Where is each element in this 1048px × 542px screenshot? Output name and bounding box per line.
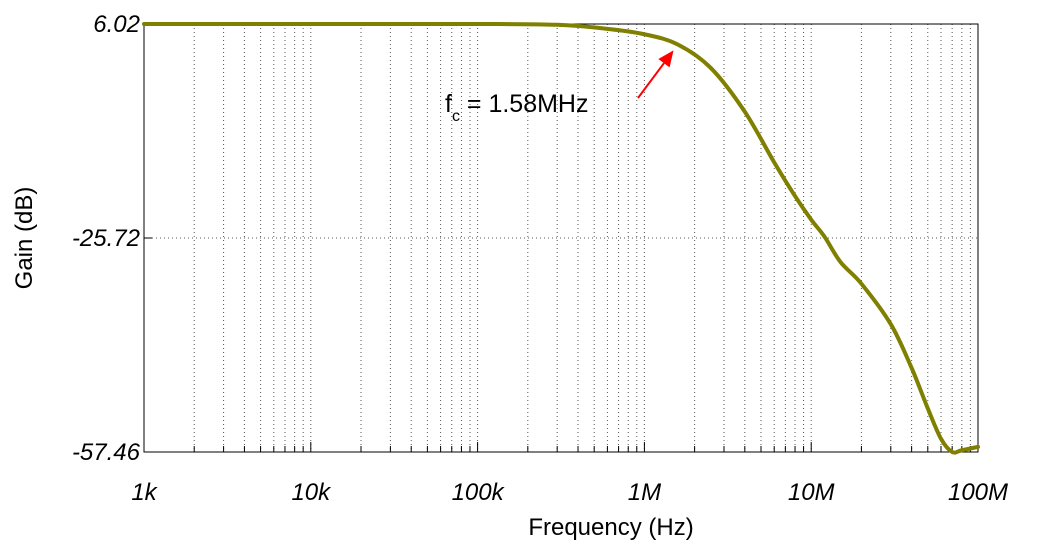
x-axis-label: Frequency (Hz): [528, 514, 693, 541]
x-tick-label: 100k: [452, 479, 506, 506]
x-tick-label: 10M: [788, 479, 835, 506]
grid: [143, 23, 979, 453]
annotation-arrowhead: [658, 50, 674, 68]
y-tick-label: -57.46: [72, 439, 141, 466]
x-tick-label: 1M: [628, 479, 661, 506]
annotation-arrow: [637, 62, 665, 99]
gain-curve: [142, 21, 980, 455]
y-axis-label: Gain (dB): [11, 187, 38, 290]
cutoff-annotation: fc = 1.58MHz: [445, 50, 674, 125]
x-tick-label: 100M: [948, 479, 1008, 506]
y-tick-label: 6.02: [93, 11, 140, 38]
x-axis-ticks: 1k 10k 100k 1M 10M 100M: [131, 442, 1008, 506]
y-tick-label: -25.72: [72, 225, 140, 252]
annotation-label: fc = 1.58MHz: [445, 90, 588, 125]
x-tick-label: 10k: [291, 479, 332, 506]
y-axis-ticks: 6.02 -25.72 -57.46: [72, 11, 152, 466]
x-tick-label: 1k: [131, 479, 158, 506]
